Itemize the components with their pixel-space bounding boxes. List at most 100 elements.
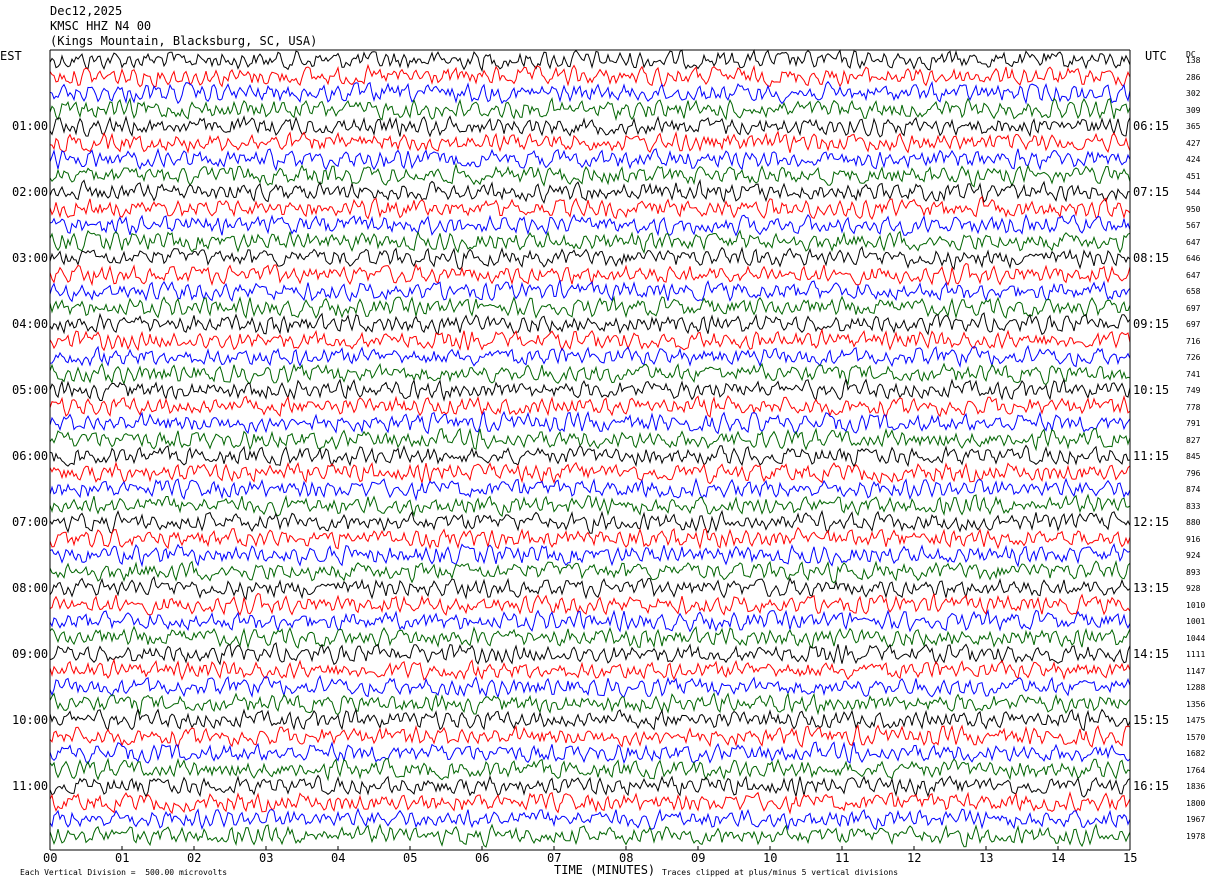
utc-hour-label: 16:15 — [1133, 779, 1170, 793]
x-tick-label-13: 13 — [979, 851, 994, 865]
x-tick-label-00: 00 — [43, 851, 58, 865]
trace-14 — [49, 279, 1131, 303]
trace-16 — [49, 312, 1131, 336]
dc-offset-label: 697 — [1186, 303, 1201, 313]
dc-offset-label: 647 — [1186, 237, 1201, 247]
trace-8 — [49, 178, 1130, 205]
dc-offset-label: 749 — [1186, 386, 1201, 395]
dc-offset-label: 302 — [1186, 89, 1201, 98]
trace-34 — [49, 609, 1131, 633]
trace-10 — [49, 213, 1131, 237]
trace-30 — [49, 543, 1131, 568]
utc-hour-label: 07:15 — [1133, 185, 1170, 199]
dc-offset-label: 1010 — [1186, 600, 1206, 610]
trace-9 — [49, 195, 1131, 220]
x-tick-label-08: 08 — [619, 851, 634, 865]
dc-offset-label: 880 — [1186, 518, 1201, 527]
trace-19 — [49, 362, 1131, 386]
time-axis-ticks — [49, 846, 1131, 850]
trace-18 — [49, 344, 1131, 368]
dc-offset-label: 1475 — [1186, 716, 1206, 725]
utc-hour-label: 11:15 — [1133, 449, 1170, 463]
x-tick-label-14: 14 — [1051, 851, 1066, 865]
trace-29 — [49, 526, 1131, 550]
dc-offset-label: 1764 — [1186, 765, 1206, 775]
dc-offset-label: 1147 — [1186, 666, 1206, 676]
trace-35 — [49, 625, 1131, 650]
dc-offset-label: 1356 — [1186, 699, 1206, 709]
trace-38 — [49, 674, 1131, 699]
x-tick-label-04: 04 — [331, 851, 346, 865]
trace-33 — [49, 592, 1131, 617]
dc-offset-label: 1967 — [1186, 815, 1206, 824]
utc-hour-label: 14:15 — [1133, 647, 1170, 661]
trace-46 — [49, 807, 1131, 831]
header-location: (Kings Mountain, Blacksburg, SC, USA) — [50, 34, 318, 48]
est-hour-label: 11:00 — [12, 779, 49, 793]
trace-36 — [49, 642, 1131, 666]
trace-23 — [49, 427, 1131, 452]
trace-6 — [49, 147, 1131, 172]
x-tick-label-02: 02 — [187, 851, 202, 865]
utc-hour-label: 10:15 — [1133, 383, 1170, 397]
trace-22 — [49, 410, 1131, 435]
x-tick-label-01: 01 — [115, 851, 130, 865]
dc-offset-label: 138 — [1186, 56, 1201, 65]
trace-13 — [49, 262, 1131, 287]
header-station: KMSC HHZ N4 00 — [50, 19, 152, 33]
utc-axis-label: UTC — [1145, 49, 1167, 63]
est-hour-label: 01:00 — [12, 119, 49, 133]
dc-offset-label: 567 — [1186, 221, 1201, 230]
trace-28 — [49, 509, 1131, 535]
utc-hour-label: 13:15 — [1133, 581, 1170, 595]
dc-offset-label: 893 — [1186, 567, 1201, 577]
x-tick-label-12: 12 — [907, 851, 922, 865]
trace-40 — [49, 707, 1131, 732]
est-hour-label: 05:00 — [12, 383, 49, 397]
dc-offset-label: 1978 — [1186, 831, 1206, 841]
dc-offset-label: 309 — [1186, 105, 1201, 115]
utc-hour-label: 06:15 — [1133, 119, 1170, 133]
dc-offset-label: 845 — [1186, 452, 1201, 461]
dc-offset-label: 924 — [1186, 551, 1201, 560]
utc-hour-label: 08:15 — [1133, 251, 1170, 265]
dc-offset-label: 1288 — [1186, 683, 1206, 692]
dc-offset-label: 928 — [1186, 584, 1201, 593]
trace-11 — [49, 229, 1131, 255]
dc-offset-label: 1570 — [1186, 732, 1206, 742]
est-hour-label: 09:00 — [12, 647, 49, 661]
dc-offset-label: 950 — [1186, 204, 1201, 214]
dc-offset-label: 286 — [1186, 72, 1201, 82]
dc-offset-label: 1001 — [1186, 617, 1206, 626]
dc-offset-label: 1800 — [1186, 798, 1206, 808]
trace-5 — [49, 130, 1131, 154]
dc-offset-label: 427 — [1186, 138, 1201, 148]
dc-offset-label: 646 — [1186, 254, 1201, 263]
trace-47 — [49, 823, 1131, 848]
trace-24 — [49, 444, 1131, 468]
dc-offset-label: 726 — [1186, 353, 1201, 362]
dc-offset-label: 1682 — [1186, 749, 1206, 758]
est-hour-label: 07:00 — [12, 515, 49, 529]
est-hour-label: 08:00 — [12, 581, 49, 595]
est-hour-label: 03:00 — [12, 251, 49, 265]
dc-offset-label: 741 — [1186, 369, 1201, 379]
trace-17 — [49, 328, 1131, 352]
dc-offset-label: 778 — [1186, 402, 1201, 412]
x-tick-label-05: 05 — [403, 851, 418, 865]
x-tick-label-11: 11 — [835, 851, 850, 865]
utc-hour-label: 15:15 — [1133, 713, 1170, 727]
dc-offset-label: 697 — [1186, 320, 1201, 329]
est-hour-label: 04:00 — [12, 317, 49, 331]
dc-offset-label: 1111 — [1186, 650, 1206, 659]
seismic-traces — [49, 49, 1131, 848]
trace-45 — [49, 791, 1131, 815]
dc-offset-label: 365 — [1186, 122, 1201, 131]
x-tick-label-09: 09 — [691, 851, 706, 865]
dc-offset-label: 424 — [1186, 155, 1201, 164]
dc-offset-label: 916 — [1186, 534, 1201, 544]
trace-39 — [49, 691, 1131, 716]
utc-hour-label: 12:15 — [1133, 515, 1170, 529]
trace-41 — [49, 724, 1131, 749]
